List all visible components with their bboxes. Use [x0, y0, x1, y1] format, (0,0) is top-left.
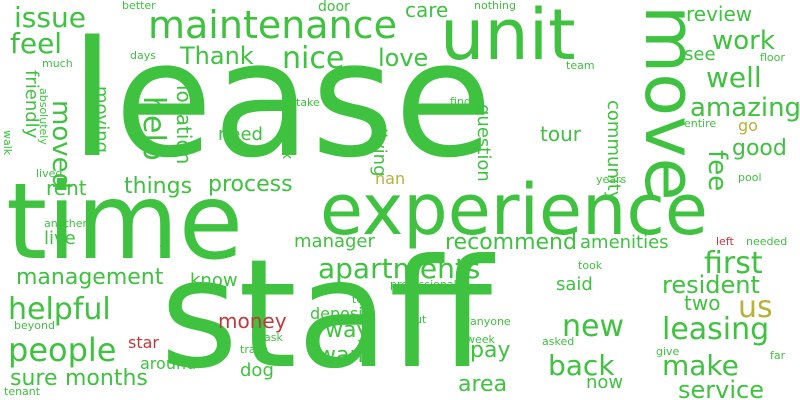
word-entire: entire [684, 117, 717, 130]
word-fee: fee [702, 150, 732, 192]
word-beyond: beyond [14, 319, 55, 332]
word-see: see [684, 44, 716, 65]
word-feel: feel [10, 27, 63, 60]
word-complex: complex [279, 100, 295, 160]
word-dog: dog [240, 360, 274, 381]
word-put: put [408, 313, 427, 326]
word-service: service [678, 376, 764, 400]
word-take: take [296, 96, 320, 109]
word-say: say [159, 232, 172, 251]
word-took: took [578, 259, 603, 272]
word-find: find [450, 95, 471, 108]
word-way: way [325, 318, 370, 343]
word-maintenance: maintenance [148, 3, 397, 47]
word-week: week [466, 333, 495, 346]
word-apartments: apartments [318, 252, 481, 285]
word-best: best [426, 143, 450, 156]
word-around: around [140, 354, 197, 373]
word-floor: floor [760, 51, 785, 64]
word-love: love [378, 44, 429, 72]
word-area: area [458, 372, 508, 397]
word-community: community [603, 100, 624, 202]
word-people: people [8, 331, 117, 369]
word-review: review [686, 2, 753, 26]
word-tenant: tenant [4, 385, 41, 398]
word-question: question [473, 104, 494, 182]
word-staff: staff [160, 228, 493, 400]
word-leasing: leasing [662, 312, 770, 347]
word-lease: lease [70, 6, 493, 193]
word-much: much [42, 57, 73, 70]
word-new: new [562, 309, 625, 344]
word-now: now [586, 372, 624, 393]
word-lived: lived [36, 167, 63, 180]
word-want: want [318, 343, 373, 368]
word-issue: issue [14, 1, 86, 34]
word-tell: tell [352, 293, 370, 306]
word-rent: rent [46, 176, 87, 200]
word-pool: pool [738, 171, 762, 184]
word-recommend: recommend [445, 230, 577, 255]
word-door: door [318, 0, 350, 15]
word-better: better [122, 0, 156, 12]
word-said: said [556, 274, 593, 295]
word-deposit: deposit [310, 304, 369, 323]
word-trash: trash [240, 343, 269, 356]
word-resident: resident [662, 271, 760, 299]
word-pay: pay [470, 338, 511, 363]
word-amenities: amenities [580, 232, 669, 253]
word-ask: ask [264, 331, 283, 344]
word-walk: walk [1, 130, 14, 156]
word-back: back [548, 349, 615, 382]
word-sure: sure [10, 366, 58, 391]
word-tour: tour [540, 122, 581, 146]
word-another: another [44, 217, 88, 230]
word-management: management [16, 265, 164, 290]
word-manager: manager [294, 231, 375, 252]
word-nan: nan [375, 169, 406, 188]
word-process: process [208, 172, 293, 197]
word-years: years [596, 173, 627, 186]
word-care: care [405, 0, 449, 22]
word-us: us [738, 290, 773, 325]
word-team: team [566, 59, 595, 72]
word-moving: moving [91, 86, 112, 154]
word-good: good [732, 136, 787, 161]
word-experience: experience [320, 169, 708, 251]
word-star: star [128, 333, 159, 352]
word-needed: needed [746, 235, 788, 248]
word-far: far [770, 349, 786, 362]
word-need: need [218, 124, 263, 145]
word-amazing: amazing [690, 93, 800, 123]
word-anyone: anyone [470, 315, 511, 328]
word-professional: professional [390, 278, 457, 291]
word-nothing: nothing [474, 0, 516, 12]
word-left: left [716, 235, 734, 248]
word-unit: unit [440, 0, 576, 76]
word-months: months [65, 366, 148, 391]
word-two: two [684, 291, 721, 315]
word-time: time [6, 161, 244, 283]
word-well: well [706, 61, 762, 94]
word-absolutely: absolutely [37, 88, 50, 145]
word-nice: nice [282, 41, 345, 76]
word-live: live [44, 228, 76, 249]
word-money: money [218, 309, 287, 333]
word-first: first [704, 246, 763, 281]
word-work: work [712, 26, 775, 56]
word-asked: asked [542, 335, 575, 348]
word-location: location [172, 85, 196, 165]
word-help: help [136, 96, 171, 161]
word-things: things [124, 174, 193, 199]
word-make: make [662, 349, 739, 382]
word-helpful: helpful [8, 292, 111, 327]
word-go: go [738, 116, 758, 135]
word-thank: Thank [180, 42, 254, 70]
word-know: know [190, 270, 238, 291]
word-give: give [656, 345, 680, 358]
word-days: days [130, 49, 156, 62]
